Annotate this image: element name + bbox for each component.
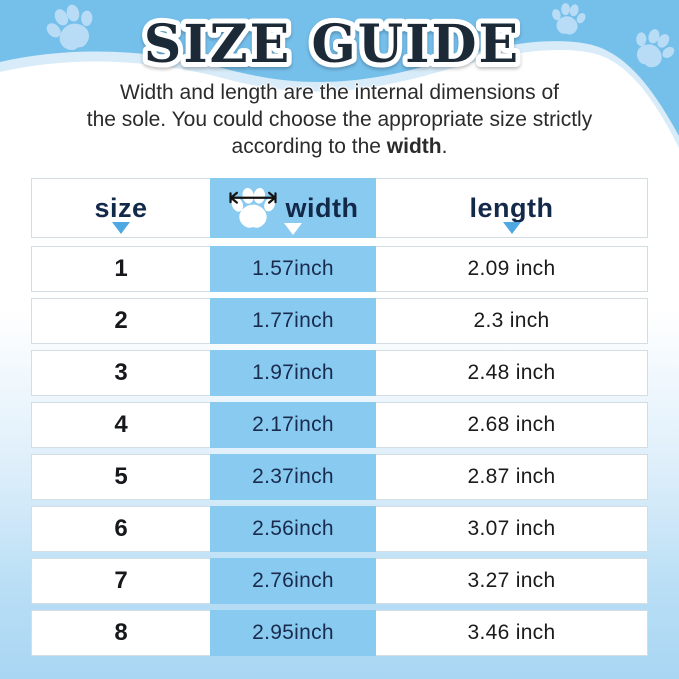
width-value: 2.17inch xyxy=(210,402,376,448)
paw-width-arrow-icon xyxy=(228,186,278,230)
length-value: 2.68 inch xyxy=(467,413,556,436)
size-guide-description: Width and length are the internal dimens… xyxy=(0,79,679,160)
header-label-length: length xyxy=(469,192,554,223)
size-value: 3 xyxy=(114,359,128,386)
length-value: 3.27 inch xyxy=(467,569,556,592)
header-cell-length: length xyxy=(376,179,647,237)
table-row: 3 1.97inch 2.48 inch xyxy=(31,350,648,396)
header-cell-width: width xyxy=(210,178,376,238)
header-label-width: width xyxy=(285,192,359,223)
table-header-row: size width length xyxy=(31,178,648,238)
width-value: 2.76inch xyxy=(210,558,376,604)
table-row: 6 2.56inch 3.07 inch xyxy=(31,506,648,552)
page-title: SIZE GUIDE xyxy=(139,9,523,80)
hero-banner: SIZE GUIDE Width and length are the inte… xyxy=(0,0,679,178)
length-value: 3.07 inch xyxy=(467,517,556,540)
description-line: Width and length are the internal dimens… xyxy=(120,81,559,104)
length-value: 3.46 inch xyxy=(467,621,556,644)
size-value: 2 xyxy=(114,307,128,334)
wave-decoration xyxy=(0,41,679,178)
table-row: 1 1.57inch 2.09 inch xyxy=(31,246,648,292)
page-title-text: SIZE GUIDE xyxy=(144,14,520,75)
width-value: 2.56inch xyxy=(210,506,376,552)
width-value: 1.97inch xyxy=(210,350,376,396)
down-triangle-marker xyxy=(502,222,521,234)
length-value: 2.3 inch xyxy=(473,309,550,332)
width-value: 1.77inch xyxy=(210,298,376,344)
size-value: 5 xyxy=(114,463,128,490)
table-row: 8 2.95inch 3.46 inch xyxy=(31,610,648,656)
width-value: 2.95inch xyxy=(210,610,376,656)
down-triangle-marker xyxy=(284,223,302,235)
length-value: 2.09 inch xyxy=(467,257,556,280)
table-row: 4 2.17inch 2.68 inch xyxy=(31,402,648,448)
table-row: 5 2.37inch 2.87 inch xyxy=(31,454,648,500)
description-line: according to the xyxy=(231,135,387,158)
down-triangle-marker xyxy=(112,222,130,234)
length-value: 2.87 inch xyxy=(467,465,556,488)
header-label-size: size xyxy=(94,192,148,223)
table-row: 7 2.76inch 3.27 inch xyxy=(31,558,648,604)
size-value: 7 xyxy=(114,567,128,594)
description-line: the sole. You could choose the appropria… xyxy=(86,108,593,131)
size-value: 6 xyxy=(114,515,128,542)
length-value: 2.48 inch xyxy=(467,361,556,384)
width-value: 1.57inch xyxy=(210,246,376,292)
size-value: 8 xyxy=(114,619,128,646)
header-cell-size: size xyxy=(32,179,210,237)
size-value: 4 xyxy=(114,411,128,438)
width-value: 2.37inch xyxy=(210,454,376,500)
table-row: 2 1.77inch 2.3 inch xyxy=(31,298,648,344)
size-guide-table: size width length xyxy=(31,178,648,656)
size-value: 1 xyxy=(114,255,128,282)
description-bold-word: width xyxy=(386,135,442,158)
description-line: . xyxy=(441,135,448,158)
